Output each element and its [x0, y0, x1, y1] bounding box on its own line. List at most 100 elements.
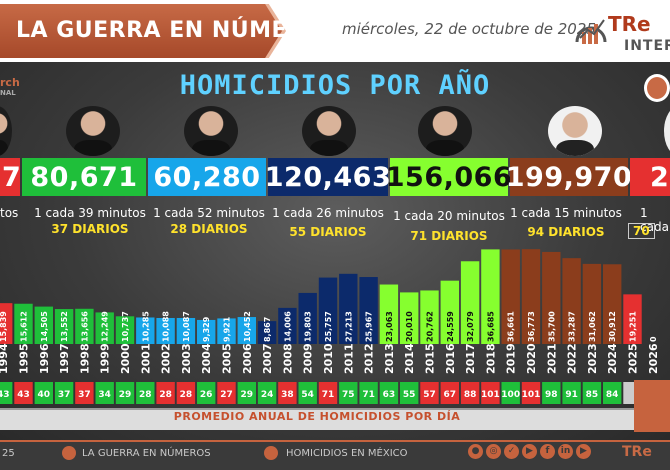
- portrait-calderon: [184, 106, 238, 156]
- bar-label-2018: 36,685: [486, 311, 495, 342]
- daily-value-1994: 43: [0, 390, 9, 400]
- logo-text: TRe: [608, 12, 651, 36]
- rate-p4: 1 cada 20 minutos: [393, 209, 505, 223]
- year-label-2008: 2008: [281, 343, 294, 374]
- logo-subtext: INTER: [624, 38, 670, 54]
- daily-p5: 94 DIARIOS: [527, 225, 605, 239]
- bar-label-2025: 19,251: [629, 311, 638, 342]
- daily-cell-1999: [95, 382, 114, 404]
- daily-cell-2024: [603, 382, 622, 404]
- footer-item-guerra[interactable]: LA GUERRA EN NÚMEROS: [82, 448, 211, 459]
- globe-icon: [62, 446, 76, 460]
- year-label-2014: 2014: [403, 343, 416, 374]
- bar-2007: [257, 321, 277, 344]
- bar-2016: [440, 280, 459, 344]
- year-label-2025: 2025: [627, 343, 640, 374]
- header-date: miércoles, 22 de octubre de 2025: [342, 20, 596, 38]
- bar-label-2015: 20,762: [426, 311, 435, 342]
- daily-value-2013: 63: [383, 390, 396, 400]
- year-label-2002: 2002: [160, 343, 173, 374]
- bar-2001: [136, 317, 155, 344]
- bar-2015: [420, 290, 439, 344]
- social-icon-4[interactable]: ▶: [522, 444, 537, 459]
- rate-p5: 1 cada 15 minutos: [510, 206, 622, 220]
- stat-total-p1: 80,671: [22, 158, 146, 196]
- year-label-2009: 2009: [302, 343, 315, 374]
- bar-label-2017: 32,079: [466, 311, 475, 342]
- year-label-2000: 2000: [119, 343, 132, 374]
- daily-value-2010: 71: [322, 390, 335, 400]
- bar-2010: [318, 277, 338, 344]
- stat-total-value: 199,970: [505, 161, 633, 193]
- portrait-fox: [66, 106, 120, 156]
- bar-label-2010: 25,757: [324, 311, 333, 342]
- bar-label-2012: 25,967: [365, 311, 374, 342]
- daily-cell-1996: [34, 382, 53, 404]
- daily-cell-2019: [501, 382, 520, 404]
- bar-2011: [339, 273, 358, 344]
- linkedin-icon[interactable]: in: [558, 444, 573, 459]
- portrait-zedillo: [0, 106, 12, 156]
- bar-label-2006: 10,452: [243, 311, 252, 342]
- year-label-2022: 2022: [566, 343, 579, 374]
- bar-2023: [582, 263, 602, 344]
- daily-cell-2012: [359, 382, 378, 404]
- bar-2005: [217, 318, 236, 344]
- bar-2017: [460, 261, 480, 344]
- daily-cell-2023: [582, 382, 602, 404]
- bar-label-2024: 30,912: [608, 311, 617, 342]
- chart-logo-icon: [575, 19, 607, 44]
- portrait-amlo: [548, 106, 602, 156]
- stat-total-p3: 120,463: [264, 158, 392, 196]
- stat-total-p2: 60,280: [148, 158, 266, 196]
- daily-value-2004: 26: [200, 390, 213, 400]
- footer-item-homicidios[interactable]: HOMICIDIOS EN MÉXICO: [286, 448, 408, 459]
- social-icon-1[interactable]: ●: [468, 444, 483, 459]
- header-banner: [0, 4, 282, 58]
- bar-1997: [54, 309, 74, 344]
- stat-total-value: 156,066: [385, 161, 513, 193]
- daily-cell-2003: [176, 382, 196, 404]
- stat-total-p0: 7: [0, 158, 21, 196]
- bar-2012: [359, 277, 378, 344]
- stat-total-p6: 20: [630, 158, 670, 196]
- daily-value-2002: 28: [159, 390, 172, 400]
- daily-averages-strip: 43 43 40 37 37 34 29 28 28 28 26 27 29 24 38 54 71 75 71 63…: [0, 382, 634, 404]
- daily-cell-2013: [379, 382, 399, 404]
- daily-cell-2014: [400, 382, 419, 404]
- daily-value-2007: 24: [261, 390, 274, 400]
- bar-label-1999: 12,249: [101, 311, 110, 342]
- daily-value-2017: 88: [464, 390, 477, 400]
- bar-2006: [237, 317, 256, 344]
- daily-p6-value: 70: [628, 223, 655, 239]
- rate-p2: 1 cada 52 minutos: [153, 206, 265, 220]
- bar-1996: [34, 306, 53, 344]
- youtube-icon[interactable]: ▶: [576, 444, 591, 459]
- stat-total-p5: 199,970: [506, 158, 632, 196]
- facebook-icon[interactable]: f: [540, 444, 555, 459]
- year-label-2013: 2013: [383, 343, 396, 374]
- daily-cell-2017: [460, 382, 480, 404]
- daily-cell-2010: [318, 382, 338, 404]
- bar-1999: [95, 312, 114, 344]
- stat-total-value: 60,280: [153, 161, 261, 193]
- year-label-2010: 2010: [322, 343, 335, 374]
- year-label-1997: 1997: [58, 343, 71, 374]
- bar-1995: [14, 303, 33, 344]
- side-logo-left-text: rch: [0, 76, 20, 89]
- bar-2021: [542, 251, 561, 344]
- daily-value-2011: 75: [342, 390, 355, 400]
- bar-label-2014: 20,010: [405, 311, 414, 342]
- social-icon-2[interactable]: ◎: [486, 444, 501, 459]
- daily-label-side-block: [634, 380, 670, 432]
- social-icon-3[interactable]: ✓: [504, 444, 519, 459]
- daily-value-2009: 54: [301, 390, 314, 400]
- bar-2025: [623, 294, 642, 344]
- stat-total-value: 120,463: [264, 161, 392, 193]
- bar-label-2000: 10,737: [121, 311, 130, 342]
- daily-label-bar: [0, 408, 634, 430]
- side-logo-left: rch NAL: [0, 76, 26, 106]
- daily-label: PROMEDIO ANUAL DE HOMICIDIOS POR DÍA: [173, 410, 461, 423]
- year-label-1999: 1999: [99, 343, 112, 374]
- daily-value-2020: 101: [522, 390, 541, 400]
